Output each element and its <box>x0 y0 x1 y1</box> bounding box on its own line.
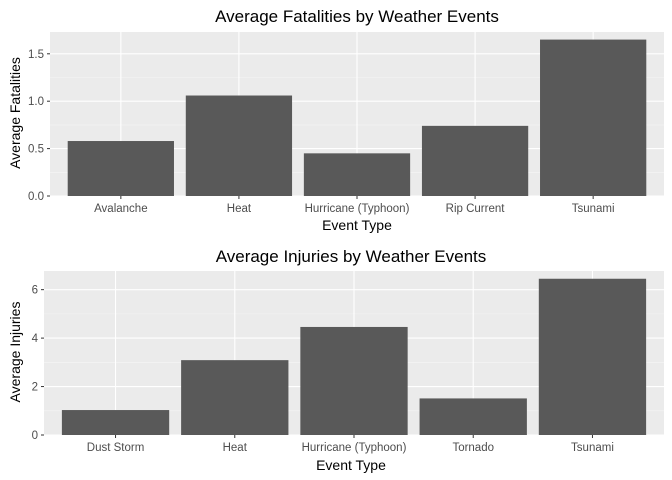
injuries-x-tick-label: Heat <box>223 442 248 454</box>
fatalities-x-tick-label: Hurricane (Typhoon) <box>305 203 410 215</box>
fatalities-chart-title: Average Fatalities by Weather Events <box>215 7 499 26</box>
injuries-x-tick-label: Hurricane (Typhoon) <box>302 442 407 454</box>
injuries-bar-tornado <box>419 398 527 435</box>
fatalities-x-tick-label: Tsunami <box>572 203 615 215</box>
injuries-y-tick-label: 0 <box>32 430 38 442</box>
fatalities-y-tick-label: 0.0 <box>28 191 44 203</box>
fatalities-y-tick-label: 1.0 <box>28 96 44 108</box>
injuries-x-tick-label: Tornado <box>452 442 494 454</box>
injuries-y-tick-label: 4 <box>32 333 39 345</box>
fatalities-x-tick-label: Rip Current <box>446 203 506 215</box>
fatalities-x-tick-label: Avalanche <box>94 203 148 215</box>
fatalities-bar-heat <box>185 95 293 196</box>
injuries-bar-tsunami <box>538 278 647 435</box>
injuries-y-axis-title: Average Injuries <box>7 302 23 403</box>
injuries-bar-dust-storm <box>61 410 170 435</box>
fatalities-bar-avalanche <box>67 141 174 196</box>
injuries-y-tick-label: 2 <box>32 382 38 394</box>
injuries-bar-hurricane-typhoon <box>300 326 408 435</box>
injuries-chart: 0 2 4 6 Dust Storm Heat Hurricane (Typhoon) Tor… <box>7 247 664 473</box>
injuries-x-axis-title: Event Type <box>316 457 386 473</box>
fatalities-bar-tsunami <box>540 39 647 196</box>
fatalities-y-axis-title: Average Fatalities <box>7 57 23 169</box>
fatalities-x-axis-title: Event Type <box>322 217 392 233</box>
injuries-x-tick-label: Dust Storm <box>87 442 145 454</box>
fatalities-y-tick-label: 1.5 <box>28 49 44 61</box>
fatalities-chart: 0.0 0.5 1.0 1.5 Avalanche Heat Hurricane (Typh… <box>7 7 664 233</box>
injuries-y-tick-label: 6 <box>32 285 38 297</box>
injuries-chart-title: Average Injuries by Weather Events <box>216 247 487 266</box>
fatalities-y-tick-label: 0.5 <box>28 144 44 156</box>
fatalities-bar-hurricane-typhoon <box>303 153 411 196</box>
fatalities-x-tick-label: Heat <box>227 203 252 215</box>
injuries-x-tick-label: Tsunami <box>571 442 614 454</box>
injuries-bar-heat <box>181 360 289 435</box>
fatalities-bar-rip-current <box>421 125 529 196</box>
